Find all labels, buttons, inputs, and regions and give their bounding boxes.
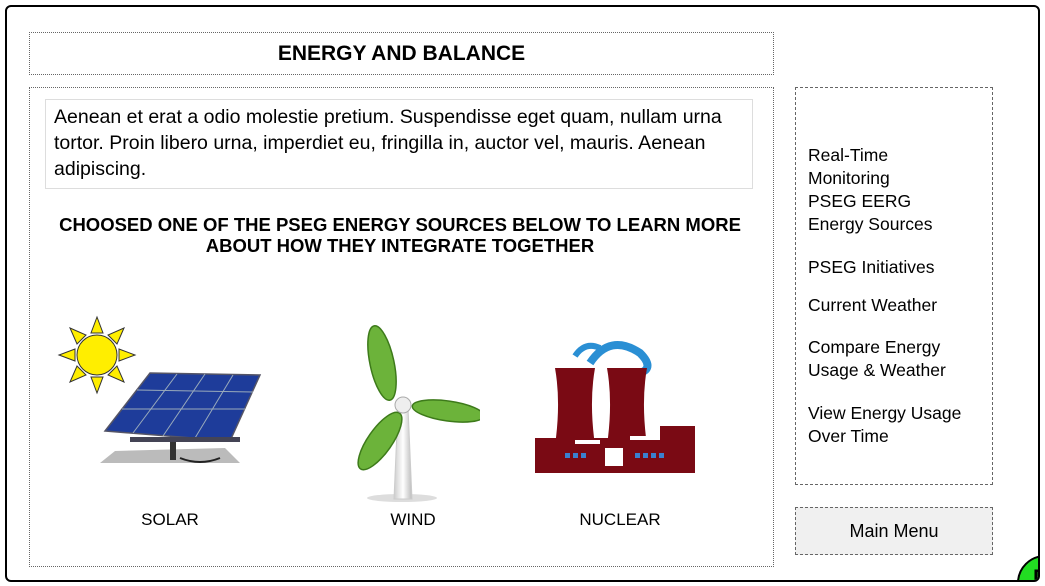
- source-label[interactable]: SOLAR: [141, 510, 199, 529]
- badge: P: [1017, 555, 1038, 580]
- window-frame: ENERGY AND BALANCE Aenean et erat a odio…: [5, 5, 1040, 582]
- menu-item[interactable]: View Energy Usage Over Time: [808, 403, 962, 446]
- side-menu: Real-Time Monitoring PSEG EERG Energy So…: [795, 87, 993, 485]
- source-label[interactable]: NUCLEAR: [579, 510, 661, 529]
- menu-item[interactable]: PSEG Initiatives: [808, 257, 935, 277]
- menu-item[interactable]: Current Weather: [808, 295, 938, 315]
- intro-text: Aenean et erat a odio molestie pretium. …: [45, 99, 753, 189]
- source-label[interactable]: WIND: [390, 510, 436, 529]
- page-title: ENERGY AND BALANCE: [29, 32, 774, 75]
- nuclear-icon[interactable]: [535, 328, 700, 478]
- content-panel: Aenean et erat a odio molestie pretium. …: [29, 87, 774, 567]
- menu-item[interactable]: PSEG EERG Energy Sources: [808, 191, 933, 234]
- menu-item[interactable]: Real-Time Monitoring: [808, 145, 890, 188]
- menu-item[interactable]: Compare Energy Usage & Weather: [808, 337, 946, 380]
- prompt-heading: CHOOSED ONE OF THE PSEG ENERGY SOURCES B…: [59, 214, 741, 256]
- wind-icon[interactable]: [330, 323, 480, 503]
- solar-icon[interactable]: [55, 313, 265, 473]
- main-menu-button[interactable]: Main Menu: [795, 507, 993, 555]
